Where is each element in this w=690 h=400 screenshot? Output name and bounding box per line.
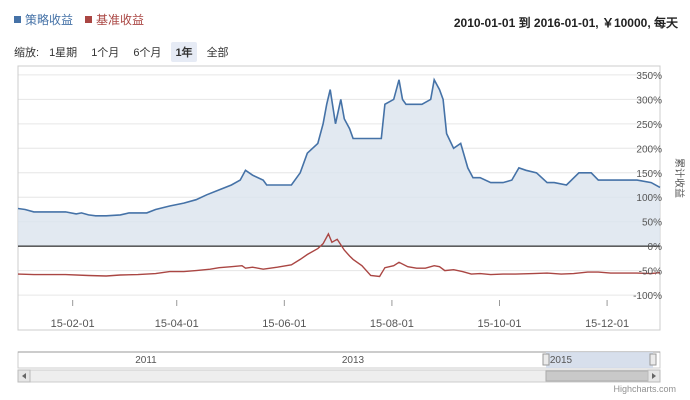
navigator-selection[interactable] — [546, 352, 653, 368]
scrollbar[interactable] — [17, 369, 661, 383]
chart-legend: 策略收益 基准收益 — [14, 11, 144, 28]
highcharts-credit[interactable]: Highcharts.com — [613, 384, 676, 394]
legend-swatch-strategy — [14, 16, 21, 23]
y-tick-label: 250% — [636, 120, 662, 131]
y-tick-label: 0% — [648, 242, 663, 253]
legend-label-strategy: 策略收益 — [25, 13, 74, 27]
scroll-right-icon — [652, 373, 656, 379]
y-tick-label: 150% — [636, 169, 662, 180]
strategy-series-line — [17, 77, 661, 217]
y-axis-ticks: -100% -50% 0% 50% 100% 150% 200% 250% 300% 350% — [633, 71, 662, 302]
x-tick-label: 15-02-01 — [51, 318, 95, 330]
scrollbar-thumb[interactable] — [545, 370, 654, 382]
navigator-handle-right[interactable] — [649, 353, 657, 366]
y-tick-label: 300% — [636, 95, 662, 106]
zoom-button-1year[interactable]: 1年 — [171, 42, 197, 62]
y-tick-label: -50% — [639, 267, 662, 278]
legend-swatch-benchmark — [85, 16, 93, 23]
navigator-year-2013: 2013 — [342, 355, 365, 366]
x-axis-ticks: 15-02-01 15-04-01 15-06-01 15-08-01 15-10-01… — [51, 300, 629, 330]
zoom-button-all[interactable]: 全部 — [206, 47, 229, 59]
legend-item-strategy[interactable]: 策略收益 — [14, 11, 73, 28]
navigator[interactable]: 2011 2013 2015 — [17, 351, 661, 369]
navigator-year-2015: 2015 — [550, 355, 573, 366]
zoom-button-6month[interactable]: 6个月 — [133, 47, 162, 59]
scroll-left-icon — [22, 373, 26, 379]
x-tick-label: 15-04-01 — [155, 318, 199, 330]
zoom-bar: 缩放: 1星期 1个月 6个月 1年 全部 — [14, 42, 233, 62]
legend-label-benchmark: 基准收益 — [96, 13, 145, 27]
navigator-handle-left[interactable] — [542, 353, 550, 366]
x-tick-label: 15-08-01 — [370, 318, 414, 330]
legend-item-benchmark[interactable]: 基准收益 — [85, 11, 144, 28]
zoom-button-1week[interactable]: 1星期 — [49, 47, 78, 59]
benchmark-series-line — [17, 232, 661, 278]
y-tick-label: 350% — [636, 71, 662, 82]
y-tick-label: -100% — [633, 291, 662, 302]
date-range-info: 2010-01-01 到 2016-01-01, ￥10000, 每天 — [453, 16, 678, 30]
y-axis-title: 累计收益 — [673, 158, 686, 198]
x-tick-label: 15-06-01 — [262, 318, 306, 330]
y-tick-label: 200% — [636, 144, 662, 155]
x-tick-label: 15-12-01 — [585, 318, 629, 330]
navigator-year-2011: 2011 — [135, 355, 157, 366]
zoom-button-1month[interactable]: 1个月 — [91, 47, 120, 59]
zoom-label: 缩放: — [14, 47, 40, 59]
y-tick-label: 100% — [636, 193, 662, 204]
y-tick-label: 50% — [642, 218, 662, 229]
x-tick-label: 15-10-01 — [477, 318, 521, 330]
